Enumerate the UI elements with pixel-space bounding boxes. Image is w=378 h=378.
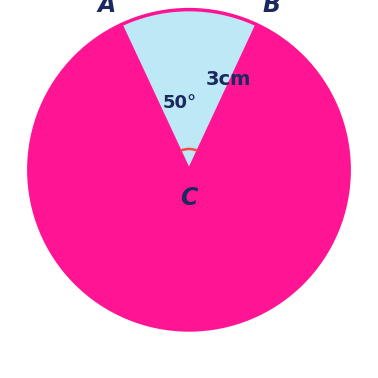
Text: 3cm: 3cm [206,70,251,88]
Text: B: B [262,0,280,17]
Circle shape [29,9,349,330]
Text: A: A [98,0,116,17]
Text: C: C [180,186,198,210]
Text: 50°: 50° [162,93,197,112]
Wedge shape [121,9,257,170]
